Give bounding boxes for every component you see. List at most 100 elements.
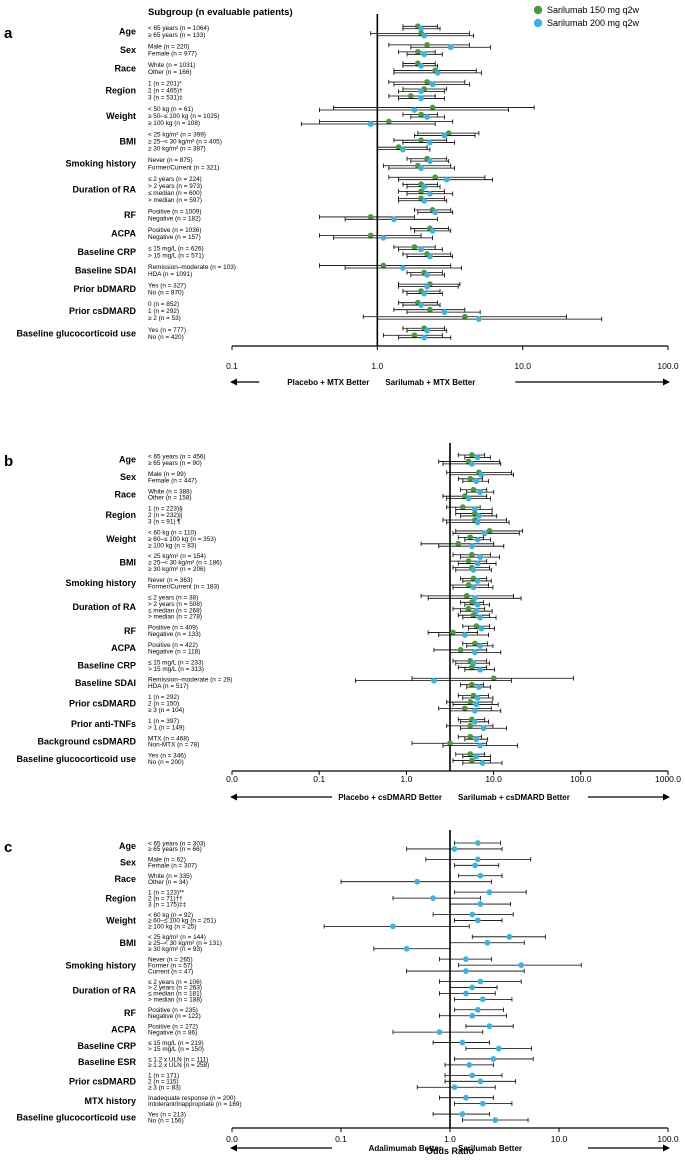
subgroup-name: Prior anti-TNFs [71, 719, 136, 729]
subgroup-region: 1 (n = 123)**2 (n = 71)††3 (n = 175)‡‡ Re… [106, 889, 527, 908]
subgroup-name: Smoking history [65, 159, 136, 169]
row-label: ≤ median (n = 600) [148, 190, 202, 197]
row-label: Yes (n = 213) [148, 1111, 186, 1118]
row-label: 1 (n = 201)* [148, 80, 182, 87]
subgroup-acpa: Positive (n = 422)Negative (n = 118) ACPA [111, 640, 502, 656]
row-label: 0 (n = 852) [148, 301, 179, 308]
x-tick-label: 1.0 [444, 1134, 456, 1144]
subgroup-name: Smoking history [65, 578, 136, 588]
point-estimate-blue [474, 917, 481, 924]
row-label: Yes (n = 346) [148, 753, 186, 760]
subgroup-age: < 65 years (n = 1064)≥ 65 years (n = 133… [119, 23, 475, 39]
row-label: Other (n = 166) [148, 69, 192, 76]
row-label: Never (n = 363) [148, 577, 193, 584]
row-label: Negative (n = 86) [148, 1029, 197, 1036]
subgroup-rf: Positive (n = 1009)Negative (n = 182) RF [124, 206, 454, 222]
row-label: ≥ 25–< 30 kg/m² (n = 405) [148, 139, 222, 146]
point-estimate-blue [471, 649, 478, 656]
point-estimate-green [445, 130, 452, 137]
x-tick-label: 1.0 [371, 361, 383, 371]
point-estimate-green [367, 214, 374, 220]
x-tick-label: 100.0 [657, 1134, 679, 1144]
point-estimate-green [473, 623, 480, 630]
row-label: Female (n = 977) [148, 50, 197, 57]
subgroup-name: ACPA [111, 228, 136, 238]
point-estimate-green [468, 664, 475, 671]
subgroup-sex: Male (n = 62)Female (n = 307) Sex [120, 856, 532, 870]
legend-swatch-150mg [533, 5, 543, 15]
row-label: ≥ 30 kg/m² (n = 93) [148, 946, 202, 953]
row-label: 1 (n = 397) [148, 718, 179, 725]
subgroup-name: RF [124, 626, 136, 636]
subgroup-rf: Positive (n = 409)Negative (n = 133) RF [124, 623, 495, 638]
row-label: White (n = 335) [148, 873, 192, 880]
subgroup-mtx-history: Inadequate response (n = 200)Intolerant/… [84, 1094, 513, 1108]
point-estimate-blue [474, 536, 481, 543]
subgroup-race: White (n = 1031)Other (n = 166) Race [114, 60, 482, 76]
point-estimate-blue [473, 608, 480, 615]
point-estimate-blue [427, 158, 433, 165]
point-estimate-blue [480, 725, 487, 732]
subgroup-name: Baseline glucocorticoid use [16, 1112, 136, 1122]
row-label: ≥ 30 kg/m² (n = 206) [148, 566, 206, 573]
subgroup-sex: Male (n = 99)Female (n = 447) Sex [120, 469, 514, 484]
point-estimate-blue [418, 62, 424, 69]
row-label: Remission–moderate (n = 29) [148, 677, 232, 684]
x-tick-label: 10.0 [514, 361, 531, 371]
row-label: No (n = 420) [148, 334, 184, 341]
subgroup-name: Age [119, 455, 136, 465]
row-label: < 65 years (n = 456) [148, 454, 206, 461]
subgroup-smoking-history: Never (n = 363)Former/Current (n = 183) S… [65, 575, 494, 590]
point-estimate-green [470, 575, 477, 582]
row-label: < 25 kg/m² (n = 399) [148, 132, 206, 139]
point-estimate-green [418, 111, 424, 118]
row-label: Positive (n = 409) [148, 625, 198, 632]
row-label: < 60 kg (n = 110) [148, 529, 196, 536]
point-estimate-blue [477, 643, 484, 649]
row-label: Male (n = 220) [148, 43, 189, 50]
point-estimate-blue [443, 176, 450, 183]
right-arrow-label: Sarilumab + MTX Better [385, 378, 475, 387]
subgroup-name: Age [119, 841, 136, 851]
row-label: ≤ 15 mg/L (n = 219) [148, 1040, 204, 1047]
point-estimate-blue [441, 309, 448, 316]
row-label: ≤ 1.2 x ULN (n = 111) [148, 1056, 208, 1063]
point-estimate-green [467, 699, 474, 705]
row-label: ≥ 100 kg (n = 83) [148, 542, 196, 549]
row-label: Negative (n = 122) [148, 1013, 201, 1020]
subgroup-baseline-crp: ≤ 15 mg/L (n = 219)> 15 mg/L (n = 150) Ba… [77, 1039, 532, 1053]
point-estimate-green [380, 262, 387, 269]
point-estimate-green [467, 475, 474, 482]
subgroup-name: Baseline glucocorticoid use [16, 328, 136, 338]
point-estimate-green [463, 592, 470, 599]
subgroup-name: Baseline SDAI [75, 678, 136, 688]
point-estimate-blue [424, 272, 430, 278]
point-estimate-blue [506, 933, 513, 940]
point-estimate-blue [451, 1084, 458, 1091]
subgroup-baseline-sdai: Remission–moderate (n = 29)HDA (n = 517)… [75, 675, 574, 690]
subgroup-smoking-history: Never (n = 875)Former/Current (n = 321) S… [65, 155, 455, 171]
row-label: Remission–moderate (n = 103) [148, 264, 236, 271]
point-estimate-green [465, 605, 472, 612]
row-label: 1 (n = 171) [148, 1073, 179, 1080]
subgroup-baseline-glucocorticoid-use: Yes (n = 346)No (n = 200) Baseline glucoc… [16, 751, 503, 766]
row-label: 1 (n = 292) [148, 694, 179, 701]
row-label: Negative (n = 133) [148, 631, 201, 638]
row-label: No (n = 870) [148, 290, 184, 297]
point-estimate-blue [477, 489, 484, 496]
subgroup-region: 1 (n = 223)§2 (n = 232)||3 (n = 91) ¶ Reg… [106, 504, 510, 525]
row-label: > median (n = 597) [148, 197, 202, 204]
subgroup-name: Duration of RA [73, 184, 137, 194]
row-label: > 15 mg/L (n = 571) [148, 253, 204, 260]
point-estimate-green [468, 551, 475, 558]
subgroup-name: Baseline CRP [77, 247, 136, 257]
subgroup-name: Region [106, 510, 137, 520]
point-estimate-blue [471, 718, 478, 725]
point-estimate-blue [429, 81, 436, 88]
subgroup-prior-anti-tnfs: 1 (n = 397)> 1 (n = 149) Prior anti-TNFs [71, 716, 507, 732]
x-tick-label: 100.0 [570, 774, 592, 784]
subgroup-name: RF [124, 210, 136, 220]
point-estimate-blue [469, 984, 476, 991]
point-estimate-green [467, 733, 474, 740]
point-estimate-green [468, 452, 475, 458]
